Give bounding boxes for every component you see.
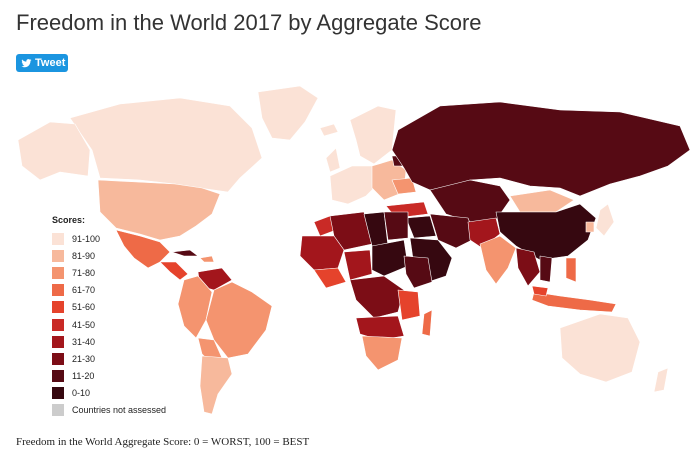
- tweet-button[interactable]: Tweet: [16, 54, 68, 72]
- region-usa[interactable]: [97, 179, 221, 241]
- legend-swatch: [52, 266, 64, 279]
- region-southern-cone[interactable]: [199, 355, 233, 415]
- region-madagascar[interactable]: [421, 309, 433, 337]
- legend-label: Countries not assessed: [72, 405, 167, 416]
- region-new-zealand[interactable]: [653, 367, 669, 393]
- region-central-asia[interactable]: [429, 179, 511, 223]
- legend-swatch: [52, 232, 64, 245]
- legend-label: 81-90: [72, 250, 96, 261]
- region-alaska[interactable]: [17, 121, 91, 181]
- legend-item: 71-80: [52, 264, 166, 281]
- region-uk[interactable]: [325, 147, 341, 173]
- region-caribbean[interactable]: [199, 255, 215, 263]
- map-caption: Freedom in the World Aggregate Score: 0 …: [16, 436, 310, 448]
- region-andes-north[interactable]: [177, 275, 213, 339]
- tweet-label: Tweet: [35, 57, 66, 69]
- region-central-africa[interactable]: [349, 275, 405, 319]
- region-japan[interactable]: [595, 203, 615, 237]
- region-mongolia[interactable]: [509, 189, 575, 213]
- region-central-america[interactable]: [159, 261, 189, 281]
- legend-title: Scores:: [52, 215, 86, 225]
- region-china[interactable]: [495, 203, 597, 261]
- legend-swatch: [52, 318, 64, 331]
- legend-label: 21-30: [72, 353, 96, 364]
- legend-item: 11-20: [52, 368, 166, 385]
- legend-item: Countries not assessed: [52, 402, 166, 419]
- legend-item: 91-100: [52, 230, 166, 247]
- region-vietnam-laos[interactable]: [539, 255, 553, 283]
- region-egypt[interactable]: [383, 211, 409, 241]
- region-west-africa-north[interactable]: [299, 235, 345, 271]
- legend-swatch: [52, 404, 64, 417]
- region-south-korea[interactable]: [585, 221, 595, 233]
- legend-label: 41-50: [72, 319, 96, 330]
- region-ukraine[interactable]: [391, 177, 417, 195]
- region-iraq-syria[interactable]: [405, 215, 437, 239]
- legend-item: 51-60: [52, 299, 166, 316]
- legend-swatch: [52, 370, 64, 383]
- region-ethiopia-horn[interactable]: [403, 255, 433, 289]
- region-scandinavia[interactable]: [349, 105, 397, 165]
- legend-item: 81-90: [52, 247, 166, 264]
- region-philippines[interactable]: [565, 257, 577, 283]
- region-brazil[interactable]: [205, 281, 273, 359]
- region-chad-sudan[interactable]: [371, 239, 409, 277]
- region-iceland[interactable]: [319, 123, 339, 137]
- page-title: Freedom in the World 2017 by Aggregate S…: [16, 10, 482, 35]
- legend-item: 31-40: [52, 333, 166, 350]
- legend-item: 21-30: [52, 350, 166, 367]
- legend-label: 71-80: [72, 267, 96, 278]
- legend-label: 61-70: [72, 285, 96, 296]
- legend-swatch: [52, 284, 64, 297]
- legend-label: 31-40: [72, 336, 96, 347]
- region-canada[interactable]: [69, 97, 263, 193]
- region-malaysia[interactable]: [531, 285, 549, 297]
- region-greenland[interactable]: [257, 85, 319, 141]
- legend-label: 91-100: [72, 233, 101, 244]
- legend-label: 51-60: [72, 302, 96, 313]
- region-india[interactable]: [479, 235, 517, 285]
- region-nigeria[interactable]: [343, 249, 373, 281]
- region-cuba[interactable]: [171, 249, 199, 257]
- legend-swatch: [52, 352, 64, 365]
- legend-label: 0-10: [72, 388, 91, 399]
- legend-swatch: [52, 387, 64, 400]
- region-west-africa-coast[interactable]: [313, 267, 347, 289]
- region-southern-africa[interactable]: [361, 335, 403, 371]
- legend-swatch: [52, 335, 64, 348]
- legend-item: 61-70: [52, 282, 166, 299]
- region-indonesia[interactable]: [531, 291, 617, 313]
- region-myanmar-thailand[interactable]: [515, 247, 541, 287]
- legend-item: 0-10: [52, 385, 166, 402]
- region-iran[interactable]: [429, 213, 477, 249]
- legend-swatch: [52, 249, 64, 262]
- legend-label: 11-20: [72, 371, 95, 382]
- map-legend: Scores: 91-100 81-90 71-80 61-70 51-60 41-50 3…: [52, 215, 166, 419]
- region-russia[interactable]: [391, 101, 690, 197]
- twitter-bird-icon: [21, 58, 32, 67]
- region-algeria[interactable]: [329, 211, 373, 251]
- region-kenya-tanzania[interactable]: [397, 289, 421, 321]
- world-map: [17, 85, 690, 415]
- legend-swatch: [52, 301, 64, 314]
- legend-item: 41-50: [52, 316, 166, 333]
- region-australia[interactable]: [559, 313, 641, 383]
